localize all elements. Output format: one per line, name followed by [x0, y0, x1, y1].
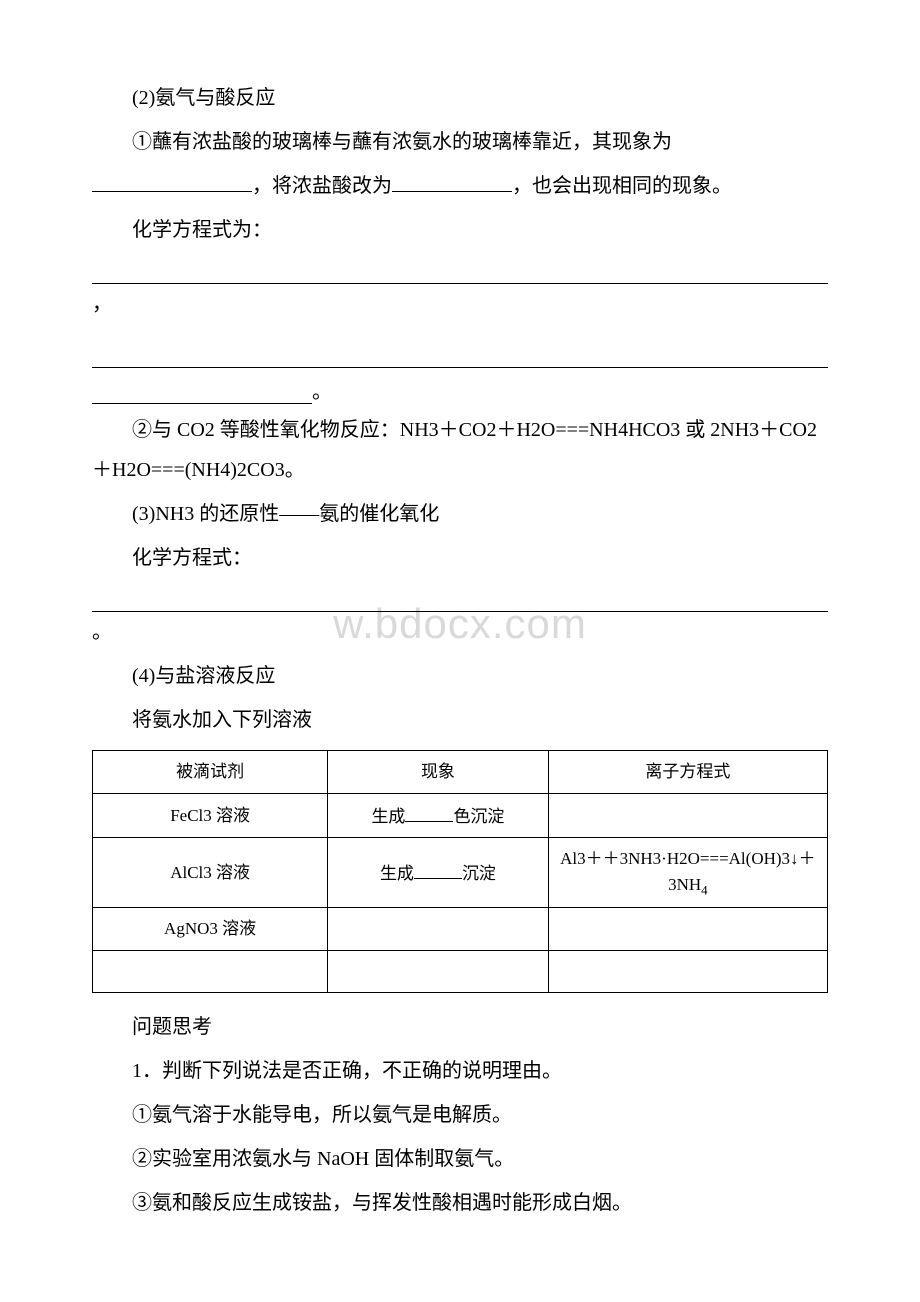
- table-row: AgNO3 溶液: [93, 908, 828, 951]
- th-phenomenon: 现象: [328, 751, 549, 794]
- cell-phenomenon: [328, 950, 549, 993]
- document-content: (2)氨气与酸反应 ①蘸有浓盐酸的玻璃棒与蘸有浓氨水的玻璃棒靠近，其现象为 ，将…: [92, 78, 828, 1223]
- s2-i1-mid: ，将浓盐酸改为: [252, 175, 392, 197]
- ionic-sub: 4: [701, 882, 708, 897]
- s2-period: 。: [312, 375, 332, 404]
- cell-ionic: [548, 793, 827, 838]
- blank-line-eq-3: [92, 582, 828, 612]
- th-ionic: 离子方程式: [548, 751, 827, 794]
- phen-post: 沉淀: [462, 864, 496, 883]
- ionic-text: Al3＋＋3NH3·H2O===Al(OH)3↓＋3NH: [560, 849, 815, 894]
- cell-reagent: AlCl3 溶液: [93, 838, 328, 908]
- table-row: AlCl3 溶液 生成 沉淀 Al3＋＋3NH3·H2O===Al(OH)3↓＋3NH…: [93, 838, 828, 908]
- cell-ionic: [548, 908, 827, 951]
- th-reagent: 被滴试剂: [93, 751, 328, 794]
- phen-pre: 生成: [380, 864, 414, 883]
- think-i1: ①氨气溶于水能导电，所以氨气是电解质。: [92, 1095, 828, 1135]
- cell-phenomenon: 生成 沉淀: [328, 838, 549, 908]
- phen-post: 色沉淀: [453, 807, 504, 826]
- cell-reagent: AgNO3 溶液: [93, 908, 328, 951]
- blank-line-eq-1a: [92, 254, 828, 284]
- s3-period: 。: [92, 612, 828, 652]
- think-i3: ③氨和酸反应生成铵盐，与挥发性酸相遇时能形成白烟。: [92, 1183, 828, 1223]
- blank-line-eq-1c: [92, 374, 312, 404]
- section-2-item-1: ①蘸有浓盐酸的玻璃棒与蘸有浓氨水的玻璃棒靠近，其现象为: [92, 122, 828, 162]
- table-row: FeCl3 溶液 生成 色沉淀: [93, 793, 828, 838]
- s3-eq-label: 化学方程式：: [92, 538, 828, 578]
- section-2-heading: (2)氨气与酸反应: [92, 78, 828, 118]
- phen-pre: 生成: [371, 807, 405, 826]
- section-2-item-2: ②与 CO2 等酸性氧化物反应：NH3＋CO2＋H2O===NH4HCO3 或 …: [92, 410, 828, 490]
- s2-i1-prefix: ①蘸有浓盐酸的玻璃棒与蘸有浓氨水的玻璃棒靠近，其现象为: [132, 131, 672, 153]
- s2-eq-label: 化学方程式为：: [92, 210, 828, 250]
- blank-phen: [405, 802, 453, 822]
- section-2-item-1-line2: ，将浓盐酸改为 ，也会出现相同的现象。: [92, 166, 828, 206]
- cell-phenomenon: [328, 908, 549, 951]
- blank-line-eq-1b: [92, 338, 828, 368]
- cell-ionic: [548, 950, 827, 993]
- s2-comma: ，: [92, 284, 828, 324]
- blank-phenomenon: [92, 172, 252, 192]
- blank-phen: [414, 859, 462, 879]
- blank-line-eq-1c-row: 。: [92, 374, 828, 404]
- cell-reagent: FeCl3 溶液: [93, 793, 328, 838]
- think-q1: 1．判断下列说法是否正确，不正确的说明理由。: [92, 1051, 828, 1091]
- s2-i1-suffix: ，也会出现相同的现象。: [512, 175, 732, 197]
- section-4-heading: (4)与盐溶液反应: [92, 656, 828, 696]
- cell-reagent: [93, 950, 328, 993]
- table-row: [93, 950, 828, 993]
- blank-replace-acid: [392, 172, 512, 192]
- think-heading: 问题思考: [92, 1007, 828, 1047]
- think-i2: ②实验室用浓氨水与 NaOH 固体制取氨气。: [92, 1139, 828, 1179]
- cell-ionic: Al3＋＋3NH3·H2O===Al(OH)3↓＋3NH4: [548, 838, 827, 908]
- section-3-heading: (3)NH3 的还原性——氨的催化氧化: [92, 494, 828, 534]
- salt-solution-table: 被滴试剂 现象 离子方程式 FeCl3 溶液生成色沉淀 AlCl3 溶液生成沉淀…: [92, 750, 828, 993]
- section-4-sub: 将氨水加入下列溶液: [92, 700, 828, 740]
- cell-phenomenon: 生成 色沉淀: [328, 793, 549, 838]
- table-header-row: 被滴试剂 现象 离子方程式: [93, 751, 828, 794]
